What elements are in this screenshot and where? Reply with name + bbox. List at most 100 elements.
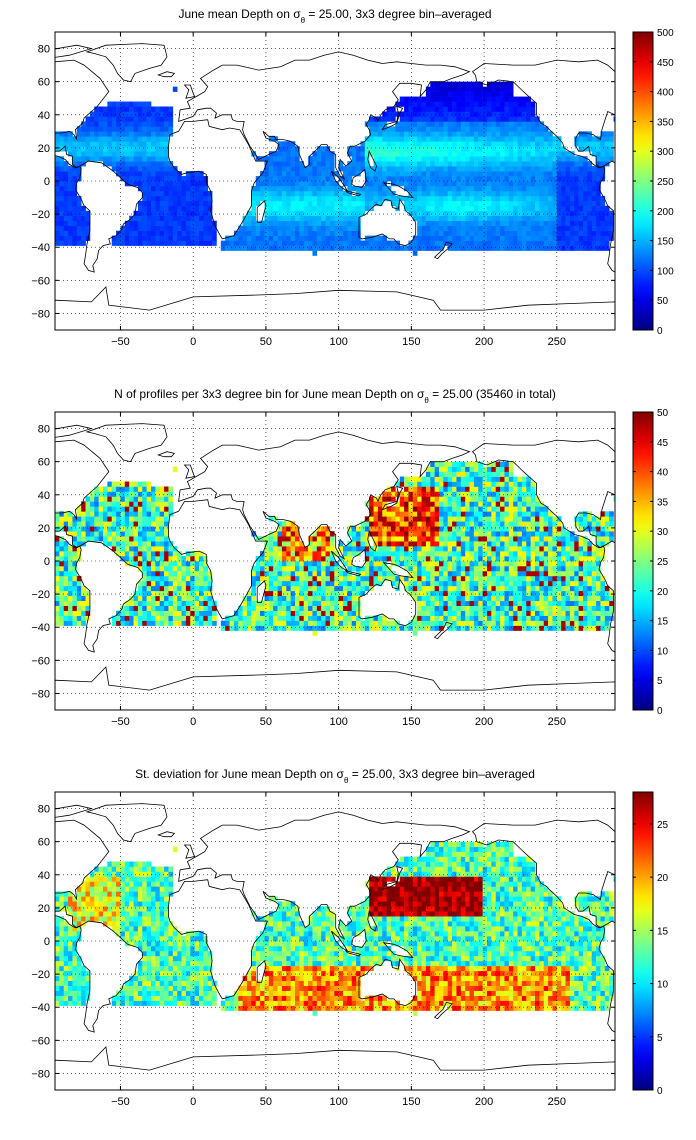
heatmap-cell — [190, 171, 195, 177]
heatmap-cell — [408, 156, 414, 162]
heatmap-cell — [137, 600, 143, 606]
heatmap-cell — [59, 215, 65, 222]
heatmap-cell — [421, 101, 427, 107]
heatmap-cell — [72, 551, 78, 557]
heatmap-cell — [508, 235, 514, 241]
heatmap-cell — [561, 195, 566, 202]
heatmap-cell — [434, 96, 440, 102]
heatmap-cell — [552, 151, 558, 157]
heatmap-cell — [434, 156, 440, 162]
heatmap-cell — [561, 215, 566, 222]
heatmap-cell — [495, 91, 501, 97]
heatmap-cell — [81, 536, 86, 542]
heatmap-cell — [530, 106, 536, 112]
heatmap-cell — [172, 580, 178, 587]
heatmap-cell — [478, 141, 483, 147]
heatmap-cell — [312, 556, 318, 562]
heatmap-cell — [120, 546, 126, 552]
heatmap-cell — [487, 610, 492, 616]
heatmap-cell — [194, 565, 200, 572]
heatmap-cell — [63, 210, 69, 217]
heatmap-cell — [460, 610, 466, 616]
heatmap-cell — [491, 161, 497, 167]
heatmap-cell — [107, 151, 113, 157]
heatmap-cell — [404, 496, 409, 502]
heatmap-cell — [443, 541, 449, 547]
heatmap-cell — [347, 181, 353, 187]
heatmap-cell — [68, 205, 73, 212]
heatmap-cell — [482, 121, 488, 127]
heatmap-cell — [487, 181, 492, 187]
heatmap-cell — [268, 575, 274, 582]
heatmap-cell — [404, 121, 409, 127]
heatmap-cell — [500, 181, 505, 187]
heatmap-cell — [460, 81, 466, 87]
heatmap-cell — [129, 516, 134, 522]
heatmap-cell — [321, 245, 326, 251]
heatmap-cell — [425, 585, 431, 592]
heatmap-cell — [151, 486, 156, 492]
heatmap-cell — [425, 215, 431, 222]
heatmap-cell — [404, 161, 409, 167]
heatmap-cell — [137, 106, 143, 112]
heatmap-cell — [76, 146, 82, 152]
heatmap-cell — [364, 176, 370, 182]
heatmap-cell — [146, 185, 152, 192]
heatmap-cell — [268, 615, 274, 621]
heatmap-cell — [399, 116, 405, 122]
heatmap-cell — [281, 195, 287, 202]
heatmap-cell — [321, 585, 326, 592]
heatmap-cell — [251, 600, 257, 606]
heatmap-cell — [76, 205, 82, 212]
heatmap-cell — [159, 541, 165, 547]
heatmap-cell — [495, 136, 501, 142]
heatmap-cell — [504, 116, 510, 122]
heatmap-cell — [325, 620, 331, 626]
heatmap-cell — [369, 151, 374, 157]
heatmap-cell — [356, 185, 361, 192]
heatmap-cell — [281, 146, 287, 152]
heatmap-cell — [329, 210, 335, 217]
heatmap-cell — [116, 546, 121, 552]
heatmap-cell — [268, 220, 274, 226]
heatmap-cell — [500, 225, 505, 231]
heatmap-cell — [343, 205, 348, 212]
heatmap-cell — [68, 516, 73, 522]
heatmap-cell — [377, 240, 383, 246]
heatmap-cell — [417, 491, 422, 497]
heatmap-cell — [137, 240, 143, 246]
heatmap-cell — [273, 556, 278, 562]
heatmap-cell — [452, 575, 457, 582]
heatmap-cell — [142, 516, 147, 522]
heatmap-cell — [373, 146, 379, 152]
heatmap-cell — [295, 575, 300, 582]
heatmap-cell — [382, 171, 387, 177]
heatmap-cell — [452, 91, 457, 97]
heatmap-cell — [299, 205, 305, 212]
heatmap-cell — [151, 141, 156, 147]
heatmap-cell — [404, 151, 409, 157]
heatmap-cell — [447, 220, 453, 226]
heatmap-cell — [255, 575, 261, 582]
heatmap-cell — [286, 225, 291, 231]
heatmap-cell — [107, 116, 113, 122]
heatmap-cell — [334, 575, 339, 582]
x-tick-label: 100 — [329, 336, 347, 348]
heatmap-cell — [164, 225, 169, 231]
heatmap-cell — [495, 556, 501, 562]
heatmap-cell — [596, 235, 601, 241]
heatmap-cell — [465, 590, 470, 597]
heatmap-cell — [164, 190, 169, 197]
heatmap-cell — [578, 156, 584, 162]
heatmap-cell — [491, 511, 497, 517]
heatmap-cell — [185, 215, 191, 222]
heatmap-cell — [491, 541, 497, 547]
heatmap-cell — [312, 166, 318, 172]
heatmap-cell — [98, 116, 104, 122]
heatmap-cell — [172, 565, 178, 572]
heatmap-cell — [133, 506, 139, 512]
heatmap-cell — [548, 205, 553, 212]
heatmap-cell — [377, 531, 383, 537]
heatmap-cell — [360, 210, 366, 217]
heatmap-cell — [321, 151, 326, 157]
